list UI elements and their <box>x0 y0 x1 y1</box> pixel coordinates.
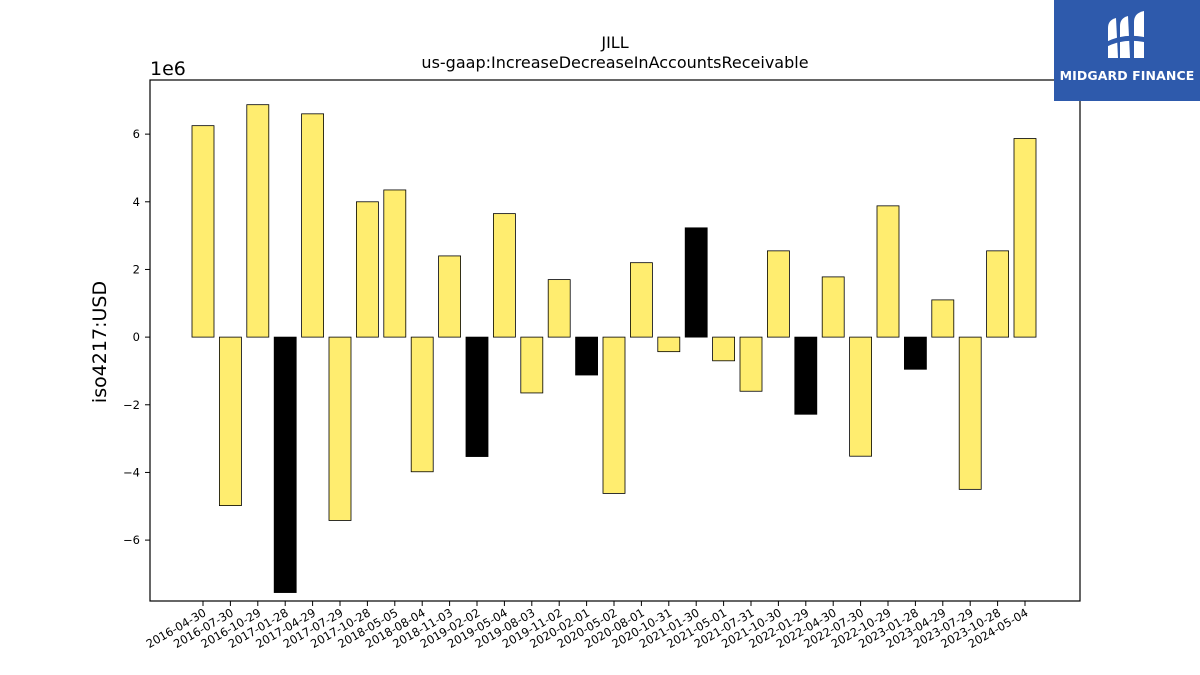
bar-2024-05-04 <box>1013 138 1037 338</box>
bar-2017-04-29 <box>301 113 325 338</box>
y-tick-label: 2 <box>133 262 140 276</box>
bar-2023-07-29 <box>958 336 982 490</box>
bar-2022-01-29 <box>794 336 818 415</box>
bar-2022-07-30 <box>849 336 872 457</box>
y-tick-label: −4 <box>123 465 140 479</box>
bar-2018-08-04 <box>410 336 434 473</box>
bar-2020-08-01 <box>630 262 653 338</box>
midgard-finance-logo: MIDGARD FINANCE <box>1054 0 1200 101</box>
bar-2023-04-29 <box>931 299 955 338</box>
bar-series <box>191 104 1037 593</box>
bar-2021-05-01 <box>712 336 735 362</box>
bar-2020-02-01 <box>575 336 598 376</box>
chart-title: JILL <box>600 33 628 52</box>
bar-2018-11-03 <box>438 255 462 338</box>
y-tick-label: 6 <box>133 127 140 141</box>
bar-2022-04-30 <box>821 276 845 338</box>
bar-2021-07-31 <box>739 336 763 392</box>
y-tick-label: 0 <box>133 330 140 344</box>
y-tick-label: −6 <box>123 533 140 547</box>
y-tick-label: −2 <box>123 398 140 412</box>
x-axis: 2016-04-302016-07-302016-10-292017-01-28… <box>144 601 1031 651</box>
bar-2019-11-02 <box>547 279 571 338</box>
bar-2021-01-30 <box>684 227 708 338</box>
bar-2018-05-05 <box>383 189 407 338</box>
y-axis-label: iso4217:USD <box>89 281 111 403</box>
plot-frame <box>149 79 1081 602</box>
y-axis: −6 −4 −2 0 2 4 6 <box>123 127 150 547</box>
logo-text: MIDGARD FINANCE <box>1059 68 1195 83</box>
bar-2016-04-30 <box>191 125 215 338</box>
bar-2022-10-29 <box>876 205 900 338</box>
bar-2021-10-30 <box>767 250 790 338</box>
bar-2016-07-30 <box>218 336 242 506</box>
midgard-finance-logo-mark-icon <box>1106 11 1148 58</box>
bar-2017-10-28 <box>355 201 379 338</box>
bar-2019-05-04 <box>492 213 516 338</box>
bar-2020-10-31 <box>657 336 681 353</box>
bar-2020-05-02 <box>602 336 626 494</box>
chart-subtitle: us-gaap:IncreaseDecreaseInAccountsReceiv… <box>421 53 808 72</box>
bar-2023-10-28 <box>986 250 1009 338</box>
bar-2016-10-29 <box>246 104 270 338</box>
bar-2017-07-29 <box>328 336 352 521</box>
bar-2019-02-02 <box>465 336 489 457</box>
y-tick-label: 4 <box>133 195 140 209</box>
bar-2019-08-03 <box>520 336 544 394</box>
bar-2023-01-28 <box>904 336 927 370</box>
y-axis-offset-label: 1e6 <box>150 58 186 80</box>
bar-2017-01-28 <box>273 336 297 593</box>
